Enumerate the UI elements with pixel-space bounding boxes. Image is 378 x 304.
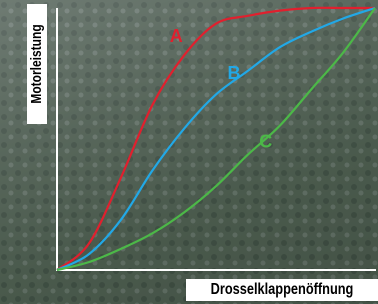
series-label: B [228,63,241,83]
x-axis-label: Drosselklappenöffnung [211,281,354,299]
y-axis-label: Motorleistung [28,24,45,103]
series-label: A [170,26,183,46]
series-label: C [259,131,272,151]
chart: Motorleistung Drosselklappenöffnung A B C [0,0,378,304]
